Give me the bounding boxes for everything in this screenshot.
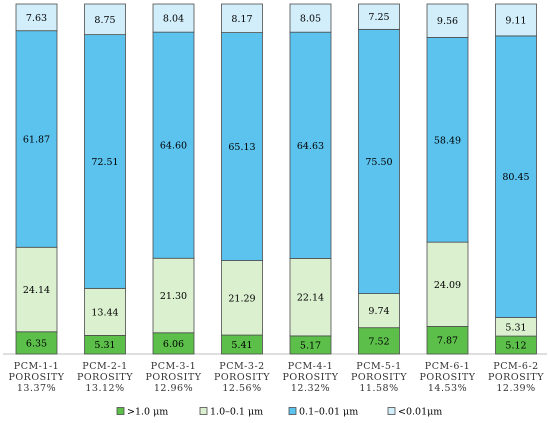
data-label: 64.63 bbox=[297, 141, 324, 152]
category-label: 12.96% bbox=[154, 383, 193, 394]
bar-segment bbox=[289, 3, 332, 33]
bar-segment bbox=[426, 241, 469, 327]
data-label: 21.30 bbox=[160, 291, 187, 302]
legend-label: >1.0 μm bbox=[127, 407, 168, 418]
data-label: 8.05 bbox=[300, 14, 321, 25]
bar-segment bbox=[15, 246, 58, 333]
bar-segment bbox=[358, 327, 400, 355]
bar-segment bbox=[358, 3, 400, 30]
bar-segment bbox=[495, 3, 537, 37]
data-label: 8.75 bbox=[94, 15, 115, 26]
bar-segment bbox=[152, 257, 195, 334]
data-label: 5.41 bbox=[231, 340, 252, 351]
legend-label: <0.01μm bbox=[398, 407, 442, 418]
bar-segment bbox=[84, 287, 126, 336]
category-label: POROSITY bbox=[214, 372, 270, 383]
bar-segment bbox=[15, 30, 58, 248]
data-label: 24.14 bbox=[23, 285, 50, 296]
data-label: 9.11 bbox=[505, 15, 526, 26]
category-label: POROSITY bbox=[420, 372, 476, 383]
category-label: POROSITY bbox=[9, 372, 65, 383]
legend-label: 1.0–0.1 μm bbox=[210, 407, 263, 418]
bars-group: 6.35 24.14 61.87 7.63 5.31 13.44 72.51 8.75 6.06… bbox=[15, 3, 537, 355]
data-label: 6.35 bbox=[26, 338, 47, 349]
category-label: PCM-2-1 bbox=[82, 361, 127, 372]
data-label: 7.52 bbox=[368, 336, 389, 347]
category-label: POROSITY bbox=[488, 372, 544, 383]
category-label: 11.58% bbox=[359, 383, 398, 394]
data-label: 61.87 bbox=[23, 134, 50, 145]
category-label: PCM-6-2 bbox=[493, 361, 538, 372]
category-label: 13.37% bbox=[17, 383, 56, 394]
data-label: 8.17 bbox=[231, 14, 252, 25]
category-label: PCM-1-1 bbox=[14, 361, 59, 372]
legend-swatch bbox=[288, 407, 297, 415]
category-label: PCM-3-2 bbox=[219, 361, 264, 372]
data-label: 80.45 bbox=[502, 172, 529, 183]
data-label: 58.49 bbox=[434, 135, 461, 146]
bar-segment bbox=[152, 3, 195, 33]
legend-swatch bbox=[387, 407, 396, 415]
data-label: 6.06 bbox=[163, 339, 184, 350]
category-label: 12.39% bbox=[496, 383, 535, 394]
data-label: 5.17 bbox=[300, 340, 321, 351]
legend: >1.0 μm 1.0–0.1 μm 0.1–0.01 μm <0.01μm bbox=[116, 407, 442, 418]
category-label: POROSITY bbox=[146, 372, 202, 383]
data-label: 24.09 bbox=[434, 280, 461, 291]
data-label: 75.50 bbox=[365, 157, 392, 168]
data-label: 5.31 bbox=[94, 340, 115, 351]
category-label: 14.53% bbox=[428, 383, 467, 394]
data-label: 8.04 bbox=[163, 14, 184, 25]
bar-segment bbox=[84, 34, 126, 289]
bar-segment bbox=[426, 37, 469, 243]
category-labels: PCM-1-1POROSITY13.37%PCM-2-1POROSITY13.1… bbox=[9, 361, 544, 394]
category-label: PCM-3-1 bbox=[151, 361, 196, 372]
bar-segment bbox=[426, 3, 469, 38]
data-label: 9.74 bbox=[368, 306, 389, 317]
category-label: POROSITY bbox=[77, 372, 133, 383]
bar-segment bbox=[358, 293, 400, 329]
bar-segment bbox=[289, 31, 332, 259]
bar-segment bbox=[495, 35, 537, 318]
bar-segment bbox=[289, 258, 332, 337]
data-label: 65.13 bbox=[228, 142, 255, 153]
data-label: 7.87 bbox=[437, 336, 458, 347]
bar-segment bbox=[221, 260, 263, 336]
data-label: 5.12 bbox=[505, 341, 526, 352]
category-label: 12.56% bbox=[222, 383, 261, 394]
data-label: 64.60 bbox=[160, 141, 187, 152]
category-label: PCM-5-1 bbox=[356, 361, 401, 372]
legend-swatch bbox=[116, 407, 125, 415]
data-label: 72.51 bbox=[91, 157, 118, 168]
legend-swatch bbox=[199, 407, 208, 415]
category-label: PCM-4-1 bbox=[288, 361, 333, 372]
bar-segment bbox=[152, 31, 195, 259]
data-label: 21.29 bbox=[228, 293, 255, 304]
category-label: 12.32% bbox=[291, 383, 330, 394]
category-label: PCM-6-1 bbox=[425, 361, 470, 372]
category-label: 13.12% bbox=[85, 383, 124, 394]
bar-segment bbox=[15, 3, 58, 32]
bar-segment bbox=[221, 3, 263, 33]
legend-label: 0.1–0.01 μm bbox=[299, 407, 358, 418]
data-label: 7.25 bbox=[368, 12, 389, 23]
data-label: 9.56 bbox=[437, 16, 458, 27]
category-label: POROSITY bbox=[351, 372, 407, 383]
data-label: 13.44 bbox=[91, 307, 118, 318]
data-label: 5.31 bbox=[505, 322, 526, 333]
data-label: 22.14 bbox=[297, 293, 324, 304]
category-label: POROSITY bbox=[283, 372, 339, 383]
bar-segment bbox=[84, 3, 126, 36]
data-label: 7.63 bbox=[26, 13, 47, 24]
